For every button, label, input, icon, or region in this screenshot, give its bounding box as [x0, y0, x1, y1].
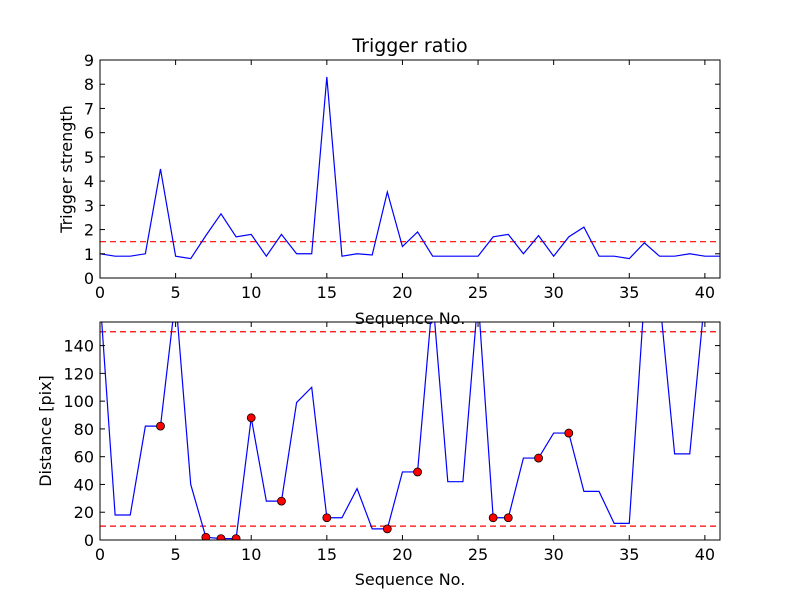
data-point-marker — [382, 524, 392, 534]
x-tick-label: 25 — [468, 545, 488, 564]
data-point-marker — [413, 467, 422, 477]
y-tick-label: 4 — [84, 172, 94, 191]
data-point-marker — [216, 534, 226, 540]
y-tick-label: 2 — [84, 221, 94, 240]
x-tick-label: 40 — [695, 283, 715, 302]
series-line — [101, 322, 704, 540]
x-tick-label: 5 — [171, 545, 181, 564]
y-tick-label: 0 — [84, 531, 94, 550]
x-tick-label: 5 — [171, 283, 181, 302]
data-point-marker — [246, 413, 256, 423]
y-tick-label: 120 — [63, 364, 94, 383]
plot-area — [100, 322, 720, 540]
y-tick-label: 9 — [84, 51, 94, 70]
data-point-marker — [564, 428, 574, 438]
y-tick-label: 40 — [74, 475, 94, 494]
x-tick-label: 30 — [543, 545, 563, 564]
x-tick-label: 20 — [392, 545, 412, 564]
x-tick-label: 15 — [317, 283, 337, 302]
plot-area — [100, 76, 720, 260]
axis-ticks: 0 5 10 15 20 25 30 35 40 0 20 40 60 80 100 120 140 — [63, 322, 720, 564]
series-line — [100, 76, 720, 260]
x-tick-label: 35 — [619, 545, 639, 564]
y-tick-label: 100 — [63, 392, 94, 411]
y-tick-label: 80 — [74, 420, 94, 439]
data-point-marker — [201, 532, 211, 540]
y-tick-label: 60 — [74, 448, 94, 467]
data-point-marker — [231, 534, 241, 540]
x-tick-label: 10 — [241, 283, 261, 302]
x-tick-label: 30 — [543, 283, 563, 302]
data-point-marker — [534, 453, 543, 463]
y-tick-label: 6 — [84, 124, 94, 143]
y-tick-label: 5 — [84, 148, 94, 167]
y-tick-label: 3 — [84, 196, 94, 215]
data-point-marker — [322, 513, 332, 523]
axes-frame — [99, 321, 721, 541]
data-point-marker — [277, 496, 286, 506]
y-tick-label: 1 — [84, 245, 94, 264]
data-point-marker — [488, 513, 498, 523]
x-axis-label: Sequence No. — [355, 570, 466, 589]
x-tick-label: 25 — [468, 283, 488, 302]
x-tick-label: 0 — [95, 283, 105, 302]
x-tick-label: 0 — [95, 545, 105, 564]
data-point-marker — [156, 421, 165, 431]
y-axis-label: Trigger strength — [57, 105, 76, 234]
trigger-ratio-chart: Trigger ratio 0 5 10 15 20 25 30 35 400123456789… — [57, 35, 721, 328]
y-tick-label: 20 — [74, 503, 94, 522]
y-tick-label: 8 — [84, 75, 94, 94]
y-tick-label: 140 — [63, 337, 94, 356]
axes-frame — [99, 59, 721, 279]
y-tick-label: 7 — [84, 99, 94, 118]
distance-chart: 0 5 10 15 20 25 30 35 40 0 20 40 60 80 100 120 140 Seque… — [36, 321, 721, 589]
x-tick-label: 10 — [241, 545, 261, 564]
x-axis-label: Sequence No. — [355, 309, 466, 328]
chart-title: Trigger ratio — [351, 35, 467, 57]
y-tick-label: 0 — [84, 269, 94, 288]
y-axis-label: Distance [pix] — [36, 375, 55, 487]
x-tick-label: 20 — [392, 283, 412, 302]
x-tick-label: 35 — [619, 283, 639, 302]
data-point-marker — [503, 513, 513, 523]
x-tick-label: 15 — [317, 545, 337, 564]
x-tick-label: 40 — [695, 545, 715, 564]
